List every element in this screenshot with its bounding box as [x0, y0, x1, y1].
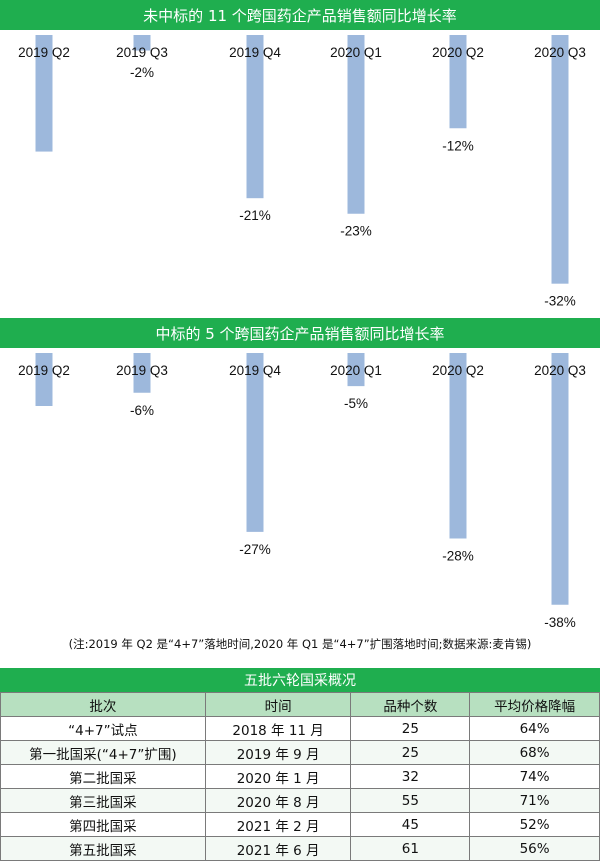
chart-2-bar-3 — [246, 353, 264, 532]
chart-1-bar-2 — [133, 35, 151, 51]
cell-price-drop: 68% — [469, 740, 600, 765]
chart-1-category-label-1: 2019 Q2 — [18, 45, 70, 60]
cell-count: 25 — [350, 740, 471, 765]
table-title: 五批六轮国采概况 — [0, 668, 600, 692]
cell-time: 2018 年 11 月 — [204, 716, 352, 741]
chart-1-data-label-2: -2% — [130, 65, 154, 80]
cell-batch: “4+7”试点 — [0, 716, 206, 741]
cell-price-drop: 74% — [469, 764, 600, 789]
cell-price-drop: 64% — [469, 716, 600, 741]
procurement-summary-table: 批次 时间 品种个数 平均价格降幅 “4+7”试点 2018 年 11 月 25… — [0, 692, 600, 861]
table-row: 第四批国采 2021 年 2 月 45 52% — [0, 812, 600, 837]
cell-price-drop: 56% — [469, 836, 600, 861]
chart-2-bar-2 — [133, 353, 151, 393]
chart-2: 2019 Q2 2019 Q3 -6% 2019 Q4 -27% 2020 Q1 -5% 20… — [18, 353, 586, 630]
cell-count: 25 — [350, 716, 471, 741]
chart-2-data-label-5: -28% — [442, 549, 474, 564]
chart-2-data-label-4: -5% — [344, 396, 368, 411]
chart-2-category-label-3: 2019 Q4 — [229, 363, 281, 378]
chart-2-category-label-1: 2019 Q2 — [18, 363, 70, 378]
header-price-drop: 平均价格降幅 — [469, 692, 600, 717]
cell-batch: 第一批国采(“4+7”扩围) — [0, 740, 206, 765]
chart-2-data-label-3: -27% — [239, 542, 271, 557]
cell-time: 2019 年 9 月 — [204, 740, 352, 765]
chart-1-bar-5 — [449, 35, 467, 129]
table-row: 第二批国采 2020 年 1 月 32 74% — [0, 764, 600, 789]
chart-2-bar-4 — [347, 353, 365, 387]
cell-batch: 第五批国采 — [0, 836, 206, 861]
chart-1-category-label-2: 2019 Q3 — [116, 45, 168, 60]
chart-1-bar-3 — [246, 35, 264, 199]
cell-price-drop: 52% — [469, 812, 600, 837]
table-row: 第五批国采 2021 年 6 月 61 56% — [0, 836, 600, 861]
cell-count: 32 — [350, 764, 471, 789]
chart-2-category-label-6: 2020 Q3 — [534, 363, 586, 378]
chart-2-data-label-6: -38% — [544, 615, 576, 630]
cell-count: 55 — [350, 788, 471, 813]
table-header-row: 批次 时间 品种个数 平均价格降幅 — [0, 692, 600, 717]
table-row: 第一批国采(“4+7”扩围) 2019 年 9 月 25 68% — [0, 740, 600, 765]
cell-batch: 第三批国采 — [0, 788, 206, 813]
table-row: “4+7”试点 2018 年 11 月 25 64% — [0, 716, 600, 741]
chart-1: 2019 Q2 2019 Q3 -2% 2019 Q4 -21% 2020 Q1 -23% 2… — [18, 35, 586, 309]
cell-count: 61 — [350, 836, 471, 861]
cell-time: 2020 年 8 月 — [204, 788, 352, 813]
cell-time: 2021 年 2 月 — [204, 812, 352, 837]
cell-batch: 第四批国采 — [0, 812, 206, 837]
chart-1-bar-1 — [35, 35, 53, 152]
table-row: 第三批国采 2020 年 8 月 55 71% — [0, 788, 600, 813]
chart-2-category-label-4: 2020 Q1 — [330, 363, 382, 378]
chart-1-bar-6 — [551, 35, 569, 284]
chart-2-category-label-5: 2020 Q2 — [432, 363, 484, 378]
cell-batch: 第二批国采 — [0, 764, 206, 789]
source-note: (注:2019 年 Q2 是“4+7”落地时间,2020 年 Q1 是“4+7”… — [68, 637, 532, 651]
chart-1-bar-4 — [347, 35, 365, 214]
chart-1-category-label-5: 2020 Q2 — [432, 45, 484, 60]
chart-2-bar-5 — [449, 353, 467, 539]
chart-1-category-label-4: 2020 Q1 — [330, 45, 382, 60]
chart-1-data-label-6: -32% — [544, 294, 576, 309]
chart-2-bar-1 — [35, 353, 53, 406]
cell-price-drop: 71% — [469, 788, 600, 813]
chart-1-data-label-5: -12% — [442, 138, 474, 153]
chart-2-category-label-2: 2019 Q3 — [116, 363, 168, 378]
chart-1-category-label-6: 2020 Q3 — [534, 45, 586, 60]
cell-count: 45 — [350, 812, 471, 837]
cell-time: 2020 年 1 月 — [204, 764, 352, 789]
chart-1-data-label-4: -23% — [340, 224, 372, 239]
cell-time: 2021 年 6 月 — [204, 836, 352, 861]
header-count: 品种个数 — [350, 692, 471, 717]
chart-2-data-label-2: -6% — [130, 403, 154, 418]
header-batch: 批次 — [0, 692, 206, 717]
chart-1-title: 未中标的 11 个跨国药企产品销售额同比增长率 — [0, 0, 600, 30]
header-time: 时间 — [204, 692, 352, 717]
chart-2-title: 中标的 5 个跨国药企产品销售额同比增长率 — [0, 318, 600, 348]
chart-2-bar-6 — [551, 353, 569, 605]
chart-1-category-label-3: 2019 Q4 — [229, 45, 281, 60]
chart-1-data-label-3: -21% — [239, 208, 271, 223]
